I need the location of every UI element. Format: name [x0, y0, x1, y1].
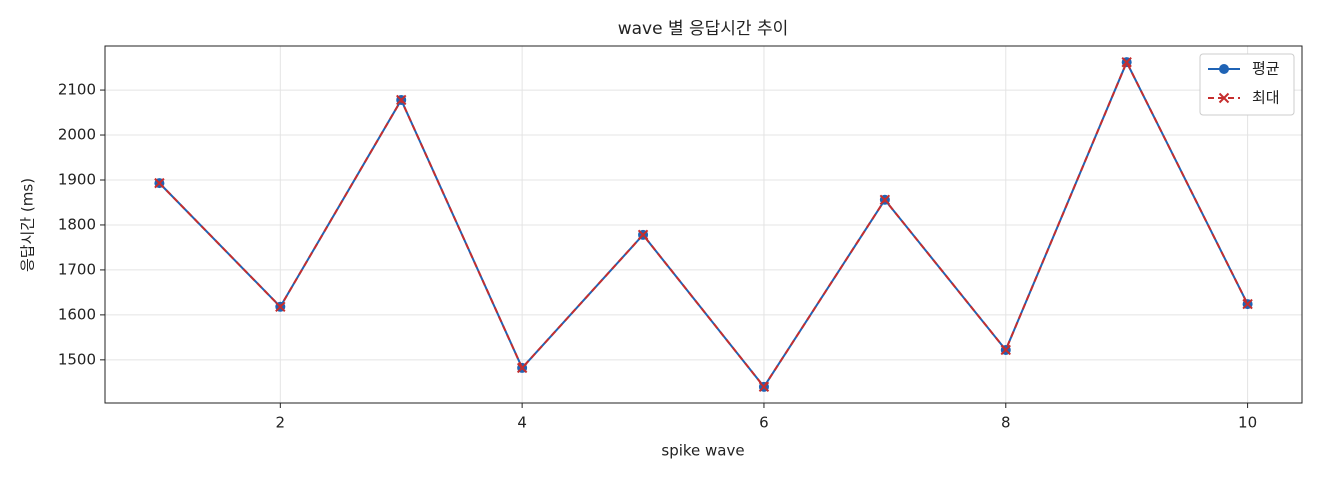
- legend-label: 최대: [1252, 89, 1280, 107]
- x-tick-label: 6: [759, 414, 769, 432]
- point: [396, 94, 407, 106]
- series: [154, 56, 1253, 393]
- legend-marker: [1218, 92, 1230, 104]
- point: [758, 381, 770, 393]
- point: [154, 177, 165, 189]
- y-axis-label: 응답시간 (ms): [19, 178, 37, 272]
- line: [158, 59, 1249, 389]
- y-tick-label: 1700: [58, 260, 96, 278]
- point: [1242, 298, 1253, 310]
- x-tick-label: 8: [1001, 414, 1011, 432]
- y-tick-label: 1600: [58, 305, 96, 323]
- legend-marker: [1219, 64, 1229, 74]
- x-tick-label: 2: [276, 414, 286, 432]
- point: [516, 362, 528, 374]
- x-axis-label: spike wave: [661, 442, 744, 460]
- x-tick-label: 4: [517, 414, 527, 432]
- point: [637, 229, 649, 241]
- chart-title: wave 별 응답시간 추이: [618, 19, 789, 39]
- point: [275, 301, 286, 312]
- y-tick-label: 2000: [58, 126, 96, 144]
- plot-frame: [104, 45, 1303, 404]
- x-tick-label: 10: [1238, 414, 1257, 432]
- y-tick-label: 1800: [58, 215, 96, 233]
- y-tick-label: 1500: [58, 350, 96, 368]
- legend-box: [1199, 53, 1295, 116]
- y-tick-label: 1900: [58, 170, 96, 188]
- point: [1000, 344, 1011, 356]
- point: [879, 194, 891, 205]
- point: [1121, 56, 1132, 68]
- legend-label: 평균: [1252, 60, 1280, 78]
- y-tick-label: 2100: [58, 81, 96, 99]
